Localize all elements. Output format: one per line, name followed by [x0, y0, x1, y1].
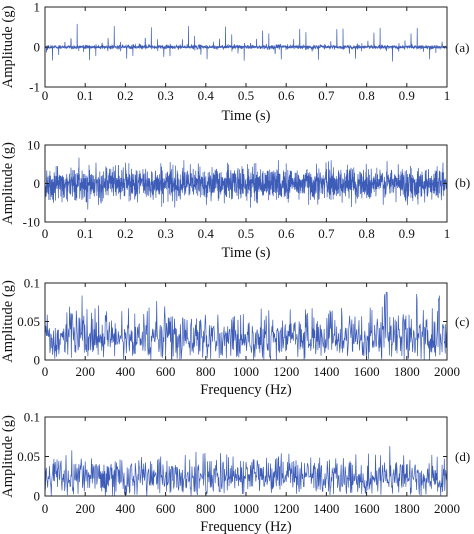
- x-tick-label: 2000: [434, 364, 460, 379]
- x-tick-label: 1000: [233, 501, 259, 516]
- y-tick-label: 0.05: [17, 449, 40, 464]
- y-axis-label: Amplitude (g): [0, 142, 16, 225]
- x-tick-label: 0.3: [157, 88, 173, 103]
- x-tick-label: 0.6: [278, 226, 295, 241]
- x-tick-label: 0.4: [198, 226, 215, 241]
- x-tick-label: 800: [196, 501, 216, 516]
- y-tick-label: 0: [34, 353, 41, 368]
- x-tick-label: 0.9: [399, 226, 415, 241]
- x-tick-label: 0.6: [278, 88, 295, 103]
- series-line-a: [45, 23, 447, 62]
- x-tick-label: 0.9: [399, 88, 415, 103]
- panel-tag: (b): [455, 175, 470, 190]
- y-tick-label: -10: [23, 215, 40, 230]
- x-tick-label: 0: [42, 226, 49, 241]
- x-tick-label: 1600: [354, 364, 380, 379]
- panel-c: 0 200 400 600 800 1000 1200 1400 1600 1800 2000 0 0.…: [0, 276, 469, 399]
- x-tick-label: 0: [42, 88, 49, 103]
- y-tick-label: 0.1: [24, 276, 40, 291]
- series-line-b: [45, 157, 447, 210]
- x-tick-label: 800: [196, 364, 216, 379]
- x-axis-label: Time (s): [221, 108, 270, 124]
- y-tick-label: 0: [34, 489, 41, 504]
- x-tick-label: 1400: [313, 364, 339, 379]
- x-tick-label: 0.1: [77, 226, 93, 241]
- x-tick-label: 1: [444, 88, 451, 103]
- x-tick-label: 0.4: [198, 88, 215, 103]
- x-tick-label: 200: [75, 501, 95, 516]
- panel-tag: (d): [455, 449, 470, 464]
- x-tick-label: 0.2: [117, 226, 133, 241]
- x-tick-label: 0.5: [238, 226, 254, 241]
- x-tick-label: 600: [156, 364, 176, 379]
- y-axis-label: Amplitude (g): [0, 415, 16, 498]
- panel-tag: (c): [455, 314, 469, 329]
- y-tick-label: 1: [34, 0, 41, 15]
- x-tick-label: 1: [444, 226, 451, 241]
- y-axis-label: Amplitude (g): [0, 6, 16, 89]
- series-line-d: [45, 446, 447, 496]
- x-tick-label: 0: [42, 501, 49, 516]
- x-tick-label: 1800: [394, 364, 420, 379]
- panel-d: 0 200 400 600 800 1000 1200 1400 1600 1800 2000 0 0.…: [0, 410, 470, 534]
- panel-b: 0 0.1 0.2 0.3 0.4 0.5 0.6 0.7 0.8 0.9 1-10010Time …: [0, 138, 470, 262]
- y-tick-label: -1: [29, 80, 40, 95]
- x-tick-label: 1200: [273, 364, 299, 379]
- panel-tag: (a): [455, 40, 469, 55]
- x-tick-label: 0.3: [157, 226, 173, 241]
- y-tick-label: 0: [34, 40, 41, 55]
- x-tick-label: 1200: [273, 501, 299, 516]
- x-tick-label: 1600: [354, 501, 380, 516]
- y-tick-label: 0.05: [17, 314, 40, 329]
- x-axis-label: Frequency (Hz): [200, 519, 292, 534]
- x-tick-label: 0.8: [358, 226, 374, 241]
- x-tick-label: 0.1: [77, 88, 93, 103]
- x-tick-label: 600: [156, 501, 176, 516]
- x-tick-label: 0: [42, 364, 49, 379]
- x-tick-label: 200: [75, 364, 95, 379]
- y-axis-label: Amplitude (g): [0, 280, 16, 363]
- x-tick-label: 2000: [434, 501, 460, 516]
- x-tick-label: 0.2: [117, 88, 133, 103]
- x-axis-label: Time (s): [221, 245, 270, 261]
- x-axis-label: Frequency (Hz): [200, 382, 292, 398]
- x-tick-label: 400: [116, 501, 136, 516]
- series-line-c: [45, 291, 447, 360]
- x-tick-label: 0.5: [238, 88, 254, 103]
- y-tick-label: 0: [34, 176, 41, 191]
- x-tick-label: 1000: [233, 364, 259, 379]
- x-tick-label: 0.8: [358, 88, 374, 103]
- y-tick-label: 10: [27, 138, 40, 153]
- y-tick-label: 0.1: [24, 410, 40, 425]
- x-tick-label: 400: [116, 364, 136, 379]
- x-tick-label: 1800: [394, 501, 420, 516]
- x-tick-label: 1400: [313, 501, 339, 516]
- x-tick-label: 0.7: [318, 226, 335, 241]
- x-tick-label: 0.7: [318, 88, 335, 103]
